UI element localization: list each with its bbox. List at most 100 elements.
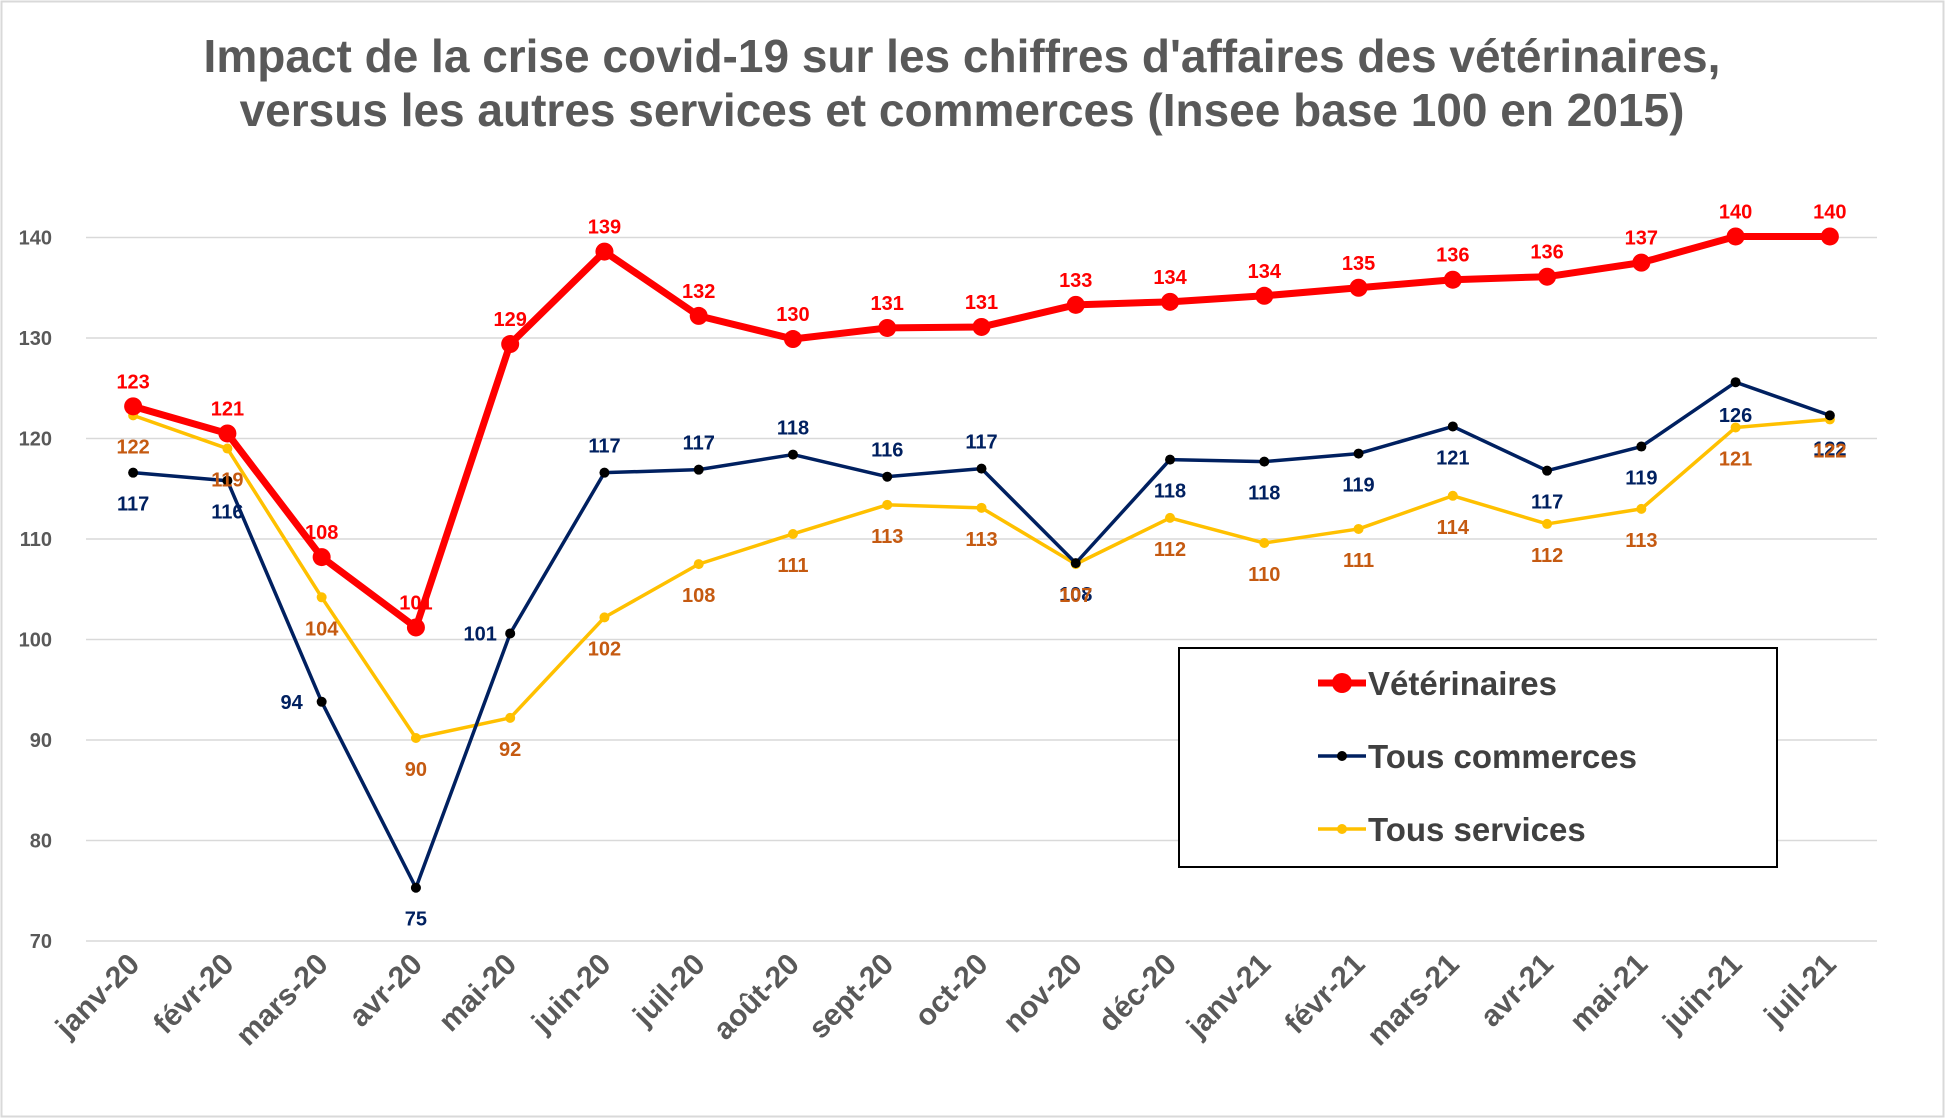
data-label: 118 [1248, 483, 1280, 505]
legend-label: Tous commerces [1368, 738, 1637, 775]
series-2-point [316, 592, 327, 603]
series-2-point [1353, 523, 1364, 534]
y-tick-label: 90 [30, 730, 52, 752]
data-label: 118 [777, 418, 809, 440]
data-label: 139 [588, 217, 621, 239]
series-1-point [1447, 421, 1458, 432]
series-1-point [316, 696, 327, 707]
data-label: 117 [588, 436, 620, 458]
series-1-point [882, 471, 893, 482]
series-0-point [1349, 278, 1368, 297]
data-label: 117 [965, 432, 997, 454]
y-tick-label: 100 [19, 630, 52, 652]
series-0-point [1443, 270, 1462, 289]
data-label: 117 [683, 433, 715, 455]
data-label: 122 [1813, 440, 1846, 462]
data-label: 130 [776, 304, 809, 326]
data-labels: 123 121 108 101 129 139 132 130 131 131 133 134 134 1… [116, 201, 1846, 930]
data-label: 114 [1437, 517, 1470, 539]
data-label: 116 [871, 440, 903, 462]
legend-box [1178, 647, 1778, 868]
y-tick-label: 120 [19, 429, 52, 451]
series-2-point [1730, 422, 1741, 433]
series-2-point [1636, 503, 1647, 514]
series-0-point [783, 330, 802, 349]
series-2-point [693, 559, 704, 570]
y-axis-ticks: 70 80 90 100 110 120 130 140 [19, 228, 52, 954]
data-label: 135 [1342, 253, 1375, 275]
series-1-point [976, 463, 987, 474]
series-0-point [1726, 227, 1745, 246]
series-2-point [599, 612, 610, 623]
data-label: 121 [211, 398, 244, 420]
data-label: 137 [1625, 228, 1658, 250]
data-label: 134 [1248, 261, 1282, 283]
series-0-point [1820, 227, 1839, 246]
data-label: 131 [965, 292, 998, 314]
data-label: 108 [305, 522, 338, 544]
series-1-point [1636, 441, 1647, 452]
series-1-point [1165, 454, 1176, 465]
series-0-point [1161, 292, 1180, 311]
series-1-point [128, 467, 139, 478]
data-label: 108 [1059, 584, 1092, 606]
data-label: 104 [305, 618, 339, 640]
data-label: 119 [1342, 475, 1374, 497]
data-label: 119 [1625, 468, 1657, 490]
data-label: 136 [1530, 242, 1563, 264]
data-label: 133 [1059, 270, 1092, 292]
series-2-point [1447, 490, 1458, 501]
data-label: 90 [405, 759, 427, 781]
y-tick-label: 110 [20, 529, 52, 551]
data-label: 113 [965, 529, 997, 551]
series-2-point [1259, 538, 1270, 549]
series-1-point [505, 628, 516, 639]
legend-label: Vétérinaires [1368, 665, 1557, 702]
series-0-point [501, 335, 520, 354]
series-2-point [1165, 512, 1176, 523]
data-label: 121 [1719, 448, 1752, 470]
data-label: 117 [117, 494, 149, 516]
data-label: 136 [1436, 245, 1469, 267]
legend-swatch-marker [1337, 824, 1347, 834]
data-label: 111 [1343, 550, 1374, 572]
chart-title-line-1: Impact de la crise covid-19 sur les chif… [204, 30, 1721, 82]
y-tick-label: 70 [30, 931, 52, 953]
data-label: 122 [1813, 438, 1846, 460]
series-1-point [1070, 558, 1081, 569]
series-1-point [1353, 448, 1364, 459]
data-label: 132 [682, 281, 715, 303]
series-lines [124, 227, 1839, 893]
series-0-point [312, 548, 331, 567]
series-0-point [972, 317, 991, 336]
data-label: 121 [1436, 447, 1469, 469]
series-2-point [222, 443, 233, 454]
chart-title-line-2: versus les autres services et commerces … [240, 84, 1685, 136]
data-label: 119 [211, 470, 243, 492]
series-0-point [218, 424, 237, 443]
data-label: 110 [1248, 564, 1280, 586]
data-label: 116 [211, 502, 243, 524]
y-tick-label: 140 [19, 228, 52, 250]
y-tick-label: 80 [30, 831, 52, 853]
data-label: 126 [1719, 405, 1752, 427]
data-label: 101 [399, 592, 432, 614]
series-1-point [599, 467, 610, 478]
series-2-point [787, 528, 798, 539]
series-0-point [1066, 295, 1085, 314]
series-1-point [1730, 377, 1741, 388]
data-label: 117 [1531, 492, 1563, 514]
data-label: 129 [493, 309, 526, 331]
data-label: 123 [116, 371, 149, 393]
y-tick-label: 130 [19, 328, 52, 350]
series-0-point [1255, 286, 1274, 305]
legend-swatch-marker [1337, 751, 1347, 761]
data-label: 75 [405, 909, 427, 931]
series-1-point [222, 475, 233, 486]
data-label: 112 [1154, 539, 1186, 561]
series-0-point [1538, 267, 1557, 286]
data-label: 134 [1153, 267, 1187, 289]
series-2-point [505, 712, 516, 723]
data-label: 140 [1719, 201, 1752, 223]
